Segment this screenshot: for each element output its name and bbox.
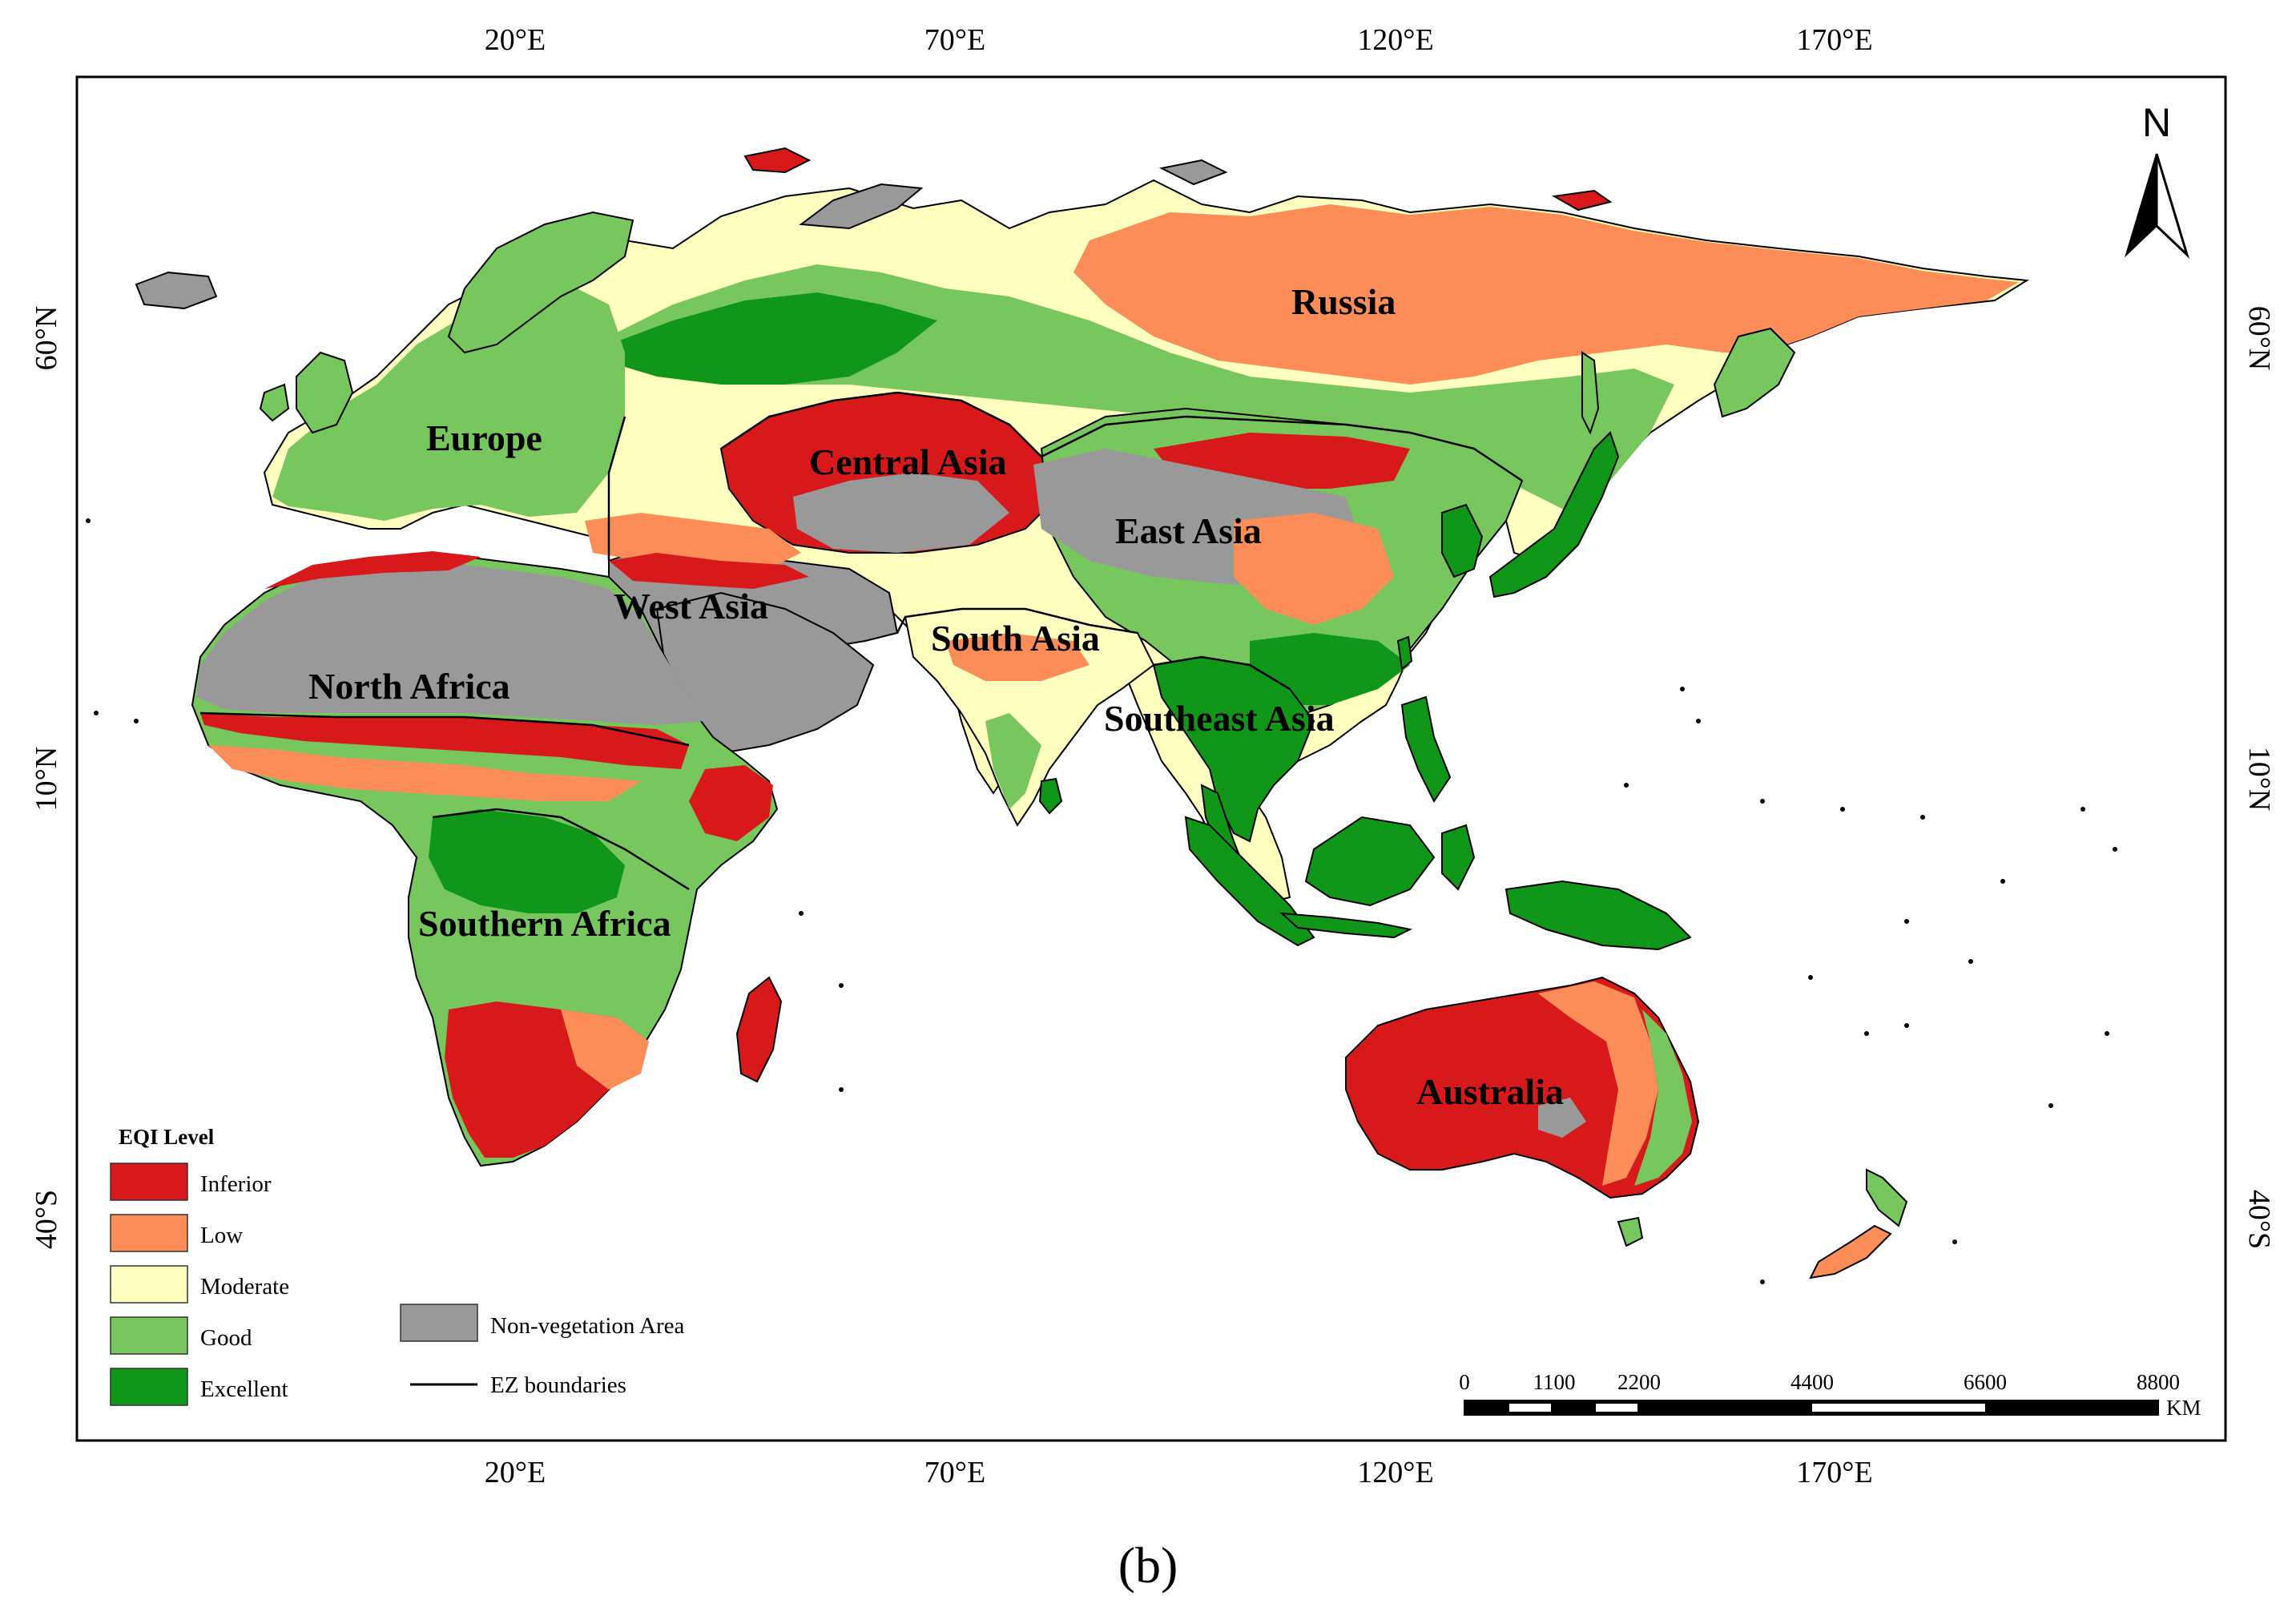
lon-label-bottom-20e: 20°E [485, 1456, 546, 1489]
region-label-south-asia: South Asia [931, 618, 1100, 659]
lat-label-left-10n: 10°N [30, 747, 63, 812]
legend-label-moderate: Moderate [200, 1274, 289, 1300]
legend-swatch-inferior [110, 1163, 188, 1201]
legend-label-good: Good [200, 1325, 252, 1351]
new-zealand-south-island [1809, 1224, 1892, 1279]
mediterranean-africa-red [264, 551, 481, 589]
scale-tick-6600: 6600 [1964, 1370, 2007, 1394]
novaya-zemlya-landmass [799, 183, 924, 230]
region-label-southern-africa: Southern Africa [418, 903, 671, 944]
land-layer [86, 147, 2117, 1284]
kamchatka-landmass [1713, 327, 1796, 418]
ez-boundary-lines [199, 391, 1523, 891]
taiwan-landmass [1396, 635, 1413, 671]
region-label-north-africa: North Africa [308, 666, 510, 707]
region-label-europe: Europe [426, 417, 542, 458]
south-asia-orange-patch [945, 633, 1090, 681]
north-arrow-icon: N [2124, 100, 2190, 259]
severnaya-zemlya-landmass [1158, 159, 1228, 186]
north-arrow-label: N [2142, 100, 2171, 145]
legend: EQI Level Inferior Low Moderate Good Exc… [110, 1125, 685, 1406]
region-label-west-asia: West Asia [614, 586, 768, 627]
lon-label-bottom-120e: 120°E [1357, 1456, 1433, 1489]
australia-central-desert [1538, 1098, 1586, 1138]
scale-tick-8800: 8800 [2137, 1370, 2180, 1394]
horn-of-africa-red [689, 765, 773, 841]
british-isles-landmass [296, 351, 354, 434]
lon-label-bottom-70e: 70°E [924, 1456, 985, 1489]
legend-swatch-good [110, 1316, 188, 1355]
legend-swatch-excellent [110, 1368, 188, 1406]
lon-label-bottom-170e: 170°E [1796, 1456, 1872, 1489]
new-zealand-north-island [1866, 1168, 1908, 1227]
legend-label-inferior: Inferior [200, 1171, 272, 1197]
new-guinea-landmass [1504, 880, 1692, 951]
legend-swatch-moderate [110, 1265, 188, 1304]
anatolia-orange-zone [585, 513, 801, 569]
southern-china-excellent [1250, 633, 1410, 705]
congo-excellent-zone [429, 809, 625, 913]
australia-orange-belt [1538, 981, 1658, 1186]
siberia-excellent-zone [609, 292, 937, 385]
legend-label-low: Low [200, 1223, 243, 1248]
lat-label-right-40s: 40°S [2242, 1190, 2276, 1249]
scale-unit: KM [2166, 1396, 2201, 1420]
lon-label-top-120e: 120°E [1357, 23, 1433, 57]
region-label-russia: Russia [1291, 281, 1396, 322]
legend-label-excellent: Excellent [200, 1376, 288, 1402]
scale-tick-4400: 4400 [1790, 1370, 1834, 1394]
australia-east-coast-green [1634, 1009, 1692, 1186]
lon-label-top-20e: 20°E [485, 23, 546, 57]
ireland-landmass [259, 383, 290, 422]
sahel-red-belt [200, 713, 689, 769]
scandinavia-landmass [447, 211, 634, 354]
scale-bar: 0 1100 2200 4400 6600 8800 KM [1459, 1370, 2201, 1420]
legend-label-ez-boundaries: EZ boundaries [490, 1372, 626, 1398]
region-label-australia: Australia [1416, 1071, 1564, 1112]
borneo-landmass [1304, 816, 1436, 907]
west-asia-red-fringe [609, 553, 809, 589]
lon-label-top-70e: 70°E [924, 23, 985, 57]
legend-swatch-low [110, 1214, 188, 1252]
central-asia-desert [793, 473, 1009, 553]
region-label-southeast-asia: Southeast Asia [1104, 698, 1335, 739]
lat-label-right-10n: 10°N [2242, 747, 2276, 812]
region-label-east-asia: East Asia [1115, 510, 1262, 551]
legend-label-non-vegetation: Non-vegetation Area [490, 1313, 685, 1339]
legend-title: EQI Level [119, 1125, 215, 1149]
scale-tick-1100: 1100 [1533, 1370, 1576, 1394]
scale-tick-2200: 2200 [1617, 1370, 1661, 1394]
svalbard-landmass [743, 147, 812, 174]
legend-swatch-non-vegetation [400, 1304, 478, 1342]
arctic-island-east [1551, 189, 1613, 212]
southern-africa-good-zone [433, 921, 673, 1001]
sahel-orange-belt [208, 745, 641, 801]
south-asia-green-coast [985, 713, 1041, 809]
sulawesi-landmass [1441, 824, 1476, 891]
figure-caption: (b) [1118, 1537, 1178, 1594]
europe-quality-zone [272, 280, 625, 521]
east-asia-orange-zone [1234, 513, 1394, 625]
lat-label-left-60n: 60°N [30, 306, 63, 371]
lat-label-right-60n: 60°N [2242, 306, 2276, 371]
korea-landmass [1441, 503, 1484, 578]
lon-label-top-170e: 170°E [1796, 23, 1872, 57]
pacific-islands [86, 518, 2117, 1284]
sahara-desert [196, 561, 705, 725]
region-label-central-asia: Central Asia [809, 441, 1007, 482]
lat-label-left-40s: 40°S [30, 1190, 63, 1249]
iceland-landmass [135, 271, 218, 310]
japan-landmass [1488, 431, 1620, 598]
philippines-landmass [1400, 695, 1452, 803]
scale-tick-0: 0 [1459, 1370, 1470, 1394]
madagascar-landmass [735, 976, 783, 1083]
southern-africa-orange-zone [561, 1009, 649, 1090]
tasmania-landmass [1617, 1216, 1644, 1247]
sri-lanka-landmass [1038, 777, 1063, 815]
java-landmass [1279, 912, 1413, 939]
sakhalin-landmass [1581, 351, 1600, 435]
